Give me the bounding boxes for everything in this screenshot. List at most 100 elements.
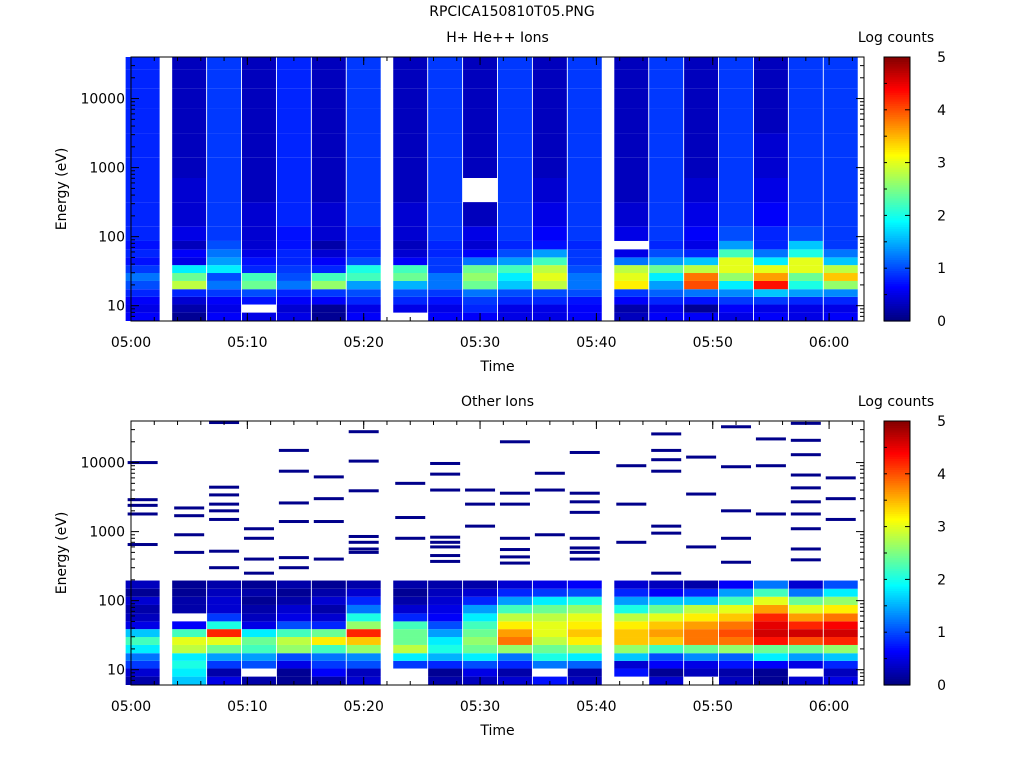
heatmap-cell bbox=[393, 240, 428, 250]
colorbar-segment bbox=[884, 550, 910, 554]
heatmap-cell bbox=[753, 273, 788, 281]
colorbar-segment bbox=[884, 658, 910, 662]
heatmap-cell bbox=[532, 240, 567, 250]
x-tick-label: 05:30 bbox=[460, 335, 500, 351]
colorbar-segment bbox=[884, 211, 910, 214]
heatmap-cell bbox=[567, 265, 602, 274]
heatmap-cell bbox=[428, 668, 463, 677]
sparse-count-line bbox=[348, 489, 379, 493]
heatmap-cell bbox=[532, 202, 567, 227]
heatmap-cell bbox=[428, 108, 463, 134]
colorbar-segment bbox=[884, 259, 910, 263]
sparse-count-line bbox=[686, 545, 717, 549]
colorbar-segment bbox=[884, 572, 910, 576]
heatmap-cell bbox=[428, 312, 463, 321]
heatmap-cell bbox=[684, 637, 719, 645]
heatmap-cell bbox=[532, 177, 567, 203]
heatmap-cell bbox=[823, 676, 858, 685]
heatmap-cell bbox=[428, 637, 463, 645]
heatmap-cell bbox=[719, 240, 754, 250]
heatmap-cell bbox=[753, 57, 788, 70]
heatmap-cell bbox=[567, 644, 602, 654]
heatmap-cell bbox=[788, 108, 823, 134]
heatmap-cell bbox=[497, 644, 532, 654]
heatmap-cell bbox=[614, 88, 649, 109]
heatmap-cell bbox=[823, 629, 858, 638]
heatmap-cell bbox=[649, 69, 684, 89]
heatmap-cell bbox=[823, 249, 858, 258]
heatmap-cell bbox=[753, 588, 788, 597]
heatmap-cell bbox=[463, 621, 498, 630]
sparse-count-line bbox=[278, 566, 309, 570]
colorbar-segment bbox=[884, 261, 910, 265]
heatmap-cell bbox=[172, 637, 207, 645]
heatmap-cell bbox=[125, 273, 160, 281]
sparse-count-line bbox=[499, 440, 530, 444]
heatmap-cell bbox=[311, 88, 346, 109]
heatmap-cell bbox=[567, 653, 602, 661]
heatmap-cell bbox=[276, 580, 311, 589]
colorbar-segment bbox=[884, 425, 910, 429]
panel-title: Other Ions bbox=[461, 394, 534, 410]
heatmap-cell bbox=[684, 88, 719, 109]
heatmap-cell bbox=[311, 273, 346, 281]
heatmap-cell bbox=[276, 676, 311, 685]
heatmap-cell bbox=[276, 157, 311, 178]
colorbar-segment bbox=[884, 460, 910, 464]
heatmap-cell bbox=[823, 621, 858, 630]
colorbar-segment bbox=[884, 76, 910, 80]
sparse-count-line bbox=[686, 455, 717, 459]
sparse-count-line bbox=[721, 465, 752, 469]
colorbar-segment bbox=[884, 195, 910, 199]
heatmap-cell bbox=[532, 613, 567, 622]
heatmap-cell bbox=[823, 240, 858, 250]
sparse-count-line bbox=[569, 557, 600, 561]
colorbar-segment bbox=[884, 118, 910, 122]
x-tick-label: 05:00 bbox=[111, 699, 151, 715]
sparse-count-line bbox=[243, 557, 274, 561]
heatmap-cell bbox=[753, 644, 788, 654]
heatmap-cell bbox=[428, 588, 463, 597]
sparse-count-line bbox=[209, 493, 240, 497]
heatmap-cell bbox=[311, 296, 346, 305]
heatmap-cell bbox=[497, 588, 532, 597]
colorbar-segment bbox=[884, 682, 910, 686]
colorbar-segment bbox=[884, 61, 910, 65]
colorbar-segment bbox=[884, 575, 910, 578]
sparse-count-line bbox=[174, 514, 205, 518]
heatmap-cell bbox=[172, 249, 207, 258]
heatmap-cell bbox=[649, 226, 684, 241]
heatmap-cell bbox=[428, 240, 463, 250]
colorbar-segment bbox=[884, 255, 910, 258]
colorbar-segment bbox=[884, 654, 910, 657]
heatmap-cell bbox=[463, 596, 498, 605]
colorbar-segment bbox=[884, 652, 910, 655]
heatmap-cell bbox=[311, 249, 346, 258]
sparse-count-line bbox=[499, 491, 530, 495]
colorbar-segment bbox=[884, 579, 910, 583]
colorbar-segment bbox=[884, 281, 910, 285]
heatmap-cell bbox=[719, 108, 754, 134]
heatmap-cell bbox=[788, 289, 823, 297]
colorbar-segment bbox=[884, 312, 910, 315]
colorbar-segment bbox=[884, 305, 910, 309]
heatmap-cell bbox=[684, 629, 719, 638]
colorbar-segment bbox=[884, 616, 910, 620]
heatmap-cell bbox=[614, 588, 649, 597]
colorbar-segment bbox=[884, 233, 910, 236]
colorbar-segment bbox=[884, 537, 910, 541]
heatmap-cell bbox=[719, 644, 754, 654]
heatmap-cell bbox=[125, 644, 160, 654]
heatmap-cell bbox=[614, 273, 649, 281]
heatmap-cell bbox=[684, 621, 719, 630]
heatmap-cell bbox=[207, 265, 242, 274]
colorbar-segment bbox=[884, 123, 910, 126]
sparse-count-line bbox=[313, 557, 344, 561]
heatmap-cell bbox=[463, 273, 498, 281]
heatmap-cell bbox=[614, 312, 649, 321]
colorbar-segment bbox=[884, 182, 910, 186]
colorbar-segment bbox=[884, 257, 910, 260]
colorbar-segment bbox=[884, 162, 910, 166]
heatmap-cell bbox=[207, 157, 242, 178]
heatmap-cell bbox=[567, 88, 602, 109]
